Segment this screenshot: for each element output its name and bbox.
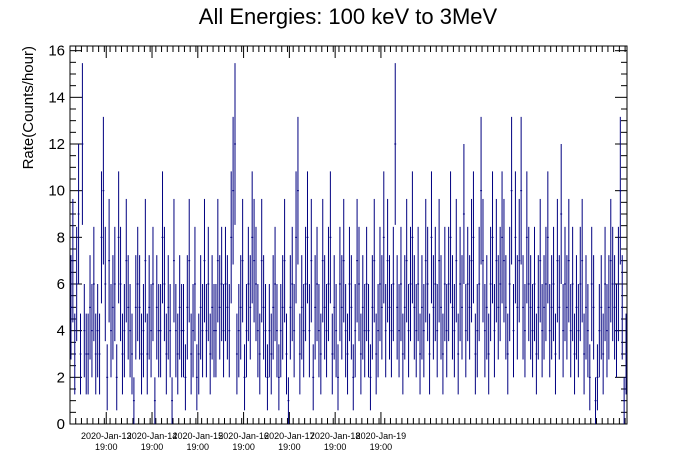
x-tick-time-label: 19:00 (187, 442, 210, 452)
y-tick-label: 14 (48, 89, 65, 106)
x-tick-time-label: 19:00 (95, 442, 118, 452)
x-tick-time-label: 19:00 (370, 442, 393, 452)
y-tick-label: 12 (48, 136, 65, 153)
x-tick-date-label: 2020-Jan-18 (310, 431, 361, 441)
x-tick-date-label: 2020-Jan-17 (264, 431, 315, 441)
x-tick-time-label: 19:00 (324, 442, 347, 452)
y-tick-label: 0 (57, 416, 65, 433)
x-tick-time-label: 19:00 (232, 442, 255, 452)
x-tick-date-label: 2020-Jan-19 (356, 431, 407, 441)
y-tick-label: 2 (57, 369, 65, 386)
x-tick-date-label: 2020-Jan-14 (127, 431, 178, 441)
chart-title: All Energies: 100 keV to 3MeV (199, 4, 498, 29)
y-tick-label: 6 (57, 276, 65, 293)
x-tick-date-label: 2020-Jan-13 (81, 431, 132, 441)
x-tick-time-label: 19:00 (278, 442, 301, 452)
y-tick-label: 16 (48, 43, 65, 60)
x-tick-time-label: 19:00 (141, 442, 164, 452)
y-tick-label: 10 (48, 183, 65, 200)
x-tick-date-label: 2020-Jan-16 (218, 431, 269, 441)
chart: All Energies: 100 keV to 3MeV Rate(Count… (0, 0, 696, 472)
y-axis-label: Rate(Counts/hour) (20, 46, 37, 169)
y-tick-label: 8 (57, 229, 65, 246)
x-tick-date-label: 2020-Jan-15 (173, 431, 224, 441)
y-tick-label: 4 (57, 323, 65, 340)
